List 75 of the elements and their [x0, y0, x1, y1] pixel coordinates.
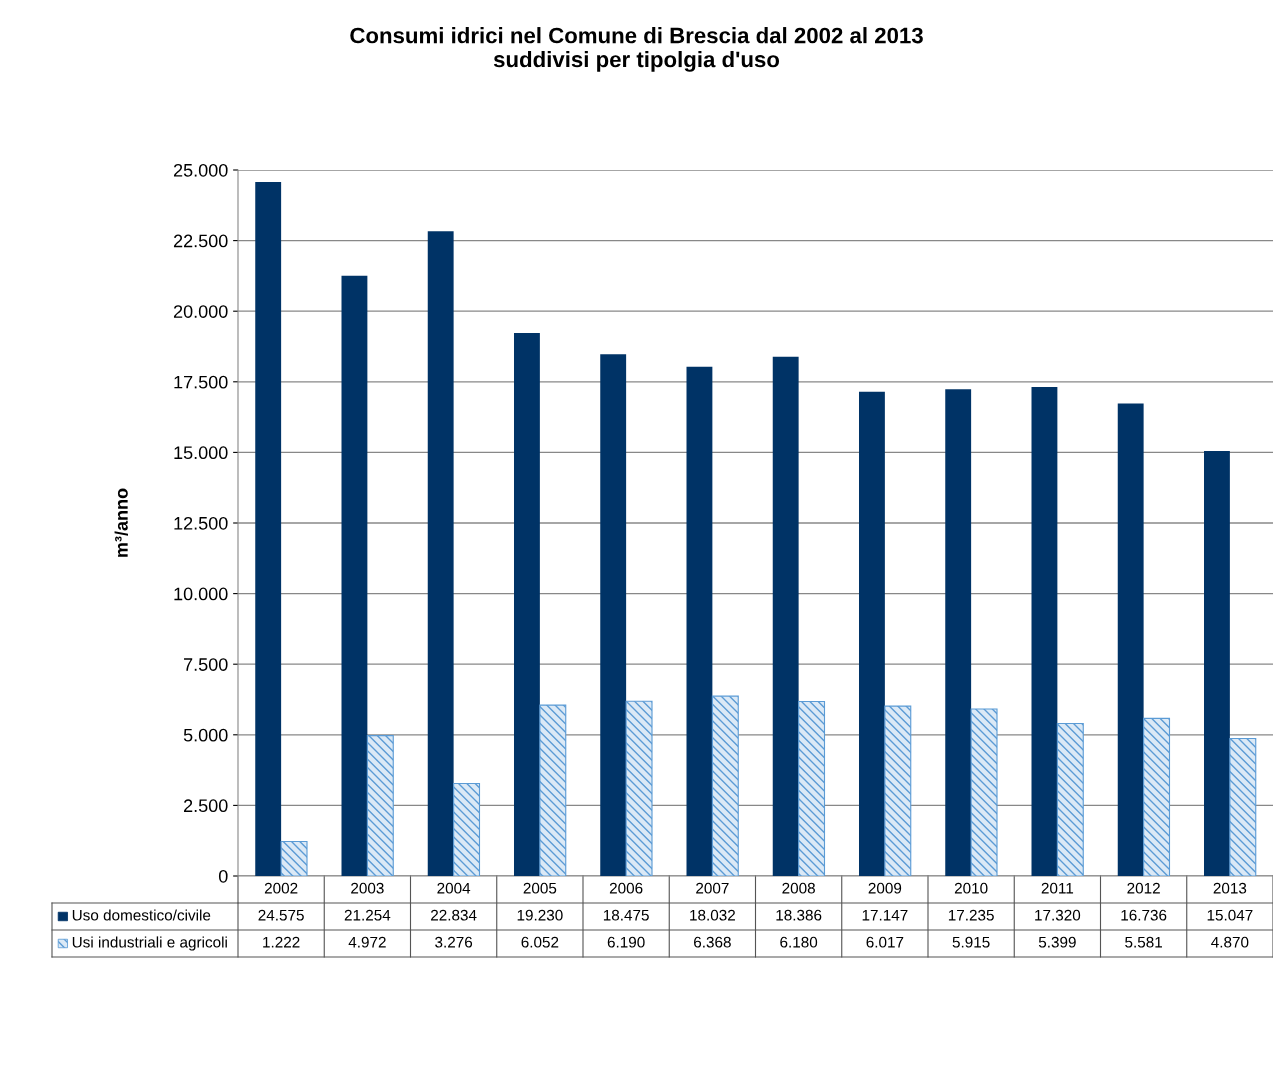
bar — [625, 700, 653, 876]
x-tick-label: 2008 — [782, 882, 815, 894]
bar — [514, 332, 540, 876]
data-label: 6.190 — [607, 936, 645, 948]
bar — [686, 366, 713, 876]
x-tick-label: 2011 — [1041, 882, 1074, 894]
bar — [600, 354, 627, 876]
y-tick-label: 22.500 — [173, 234, 228, 248]
bar — [970, 708, 998, 876]
data-label: 17.320 — [1035, 909, 1081, 921]
y-tick-label: 7.500 — [184, 658, 228, 671]
data-label: 5.915 — [952, 936, 990, 948]
bar — [1117, 403, 1144, 876]
x-tick-label: 2004 — [437, 882, 471, 894]
bar — [884, 705, 912, 876]
bar — [280, 840, 308, 876]
x-tick-label: 2006 — [609, 882, 643, 894]
bar — [711, 695, 739, 876]
data-label: 6.368 — [694, 936, 731, 948]
data-label: 18.386 — [776, 909, 822, 921]
data-label: 5.399 — [1038, 936, 1076, 948]
bar — [539, 704, 567, 876]
bar — [453, 782, 481, 876]
bar — [1229, 737, 1257, 876]
y-tick-label: 2.500 — [184, 799, 228, 813]
data-label: 22.834 — [431, 909, 477, 921]
bar — [859, 391, 885, 876]
bar — [1056, 722, 1084, 876]
y-tick-label: 25.000 — [173, 163, 228, 177]
y-tick-label: 17.500 — [174, 375, 228, 389]
legend-label: Uso domestico/civile — [72, 909, 211, 921]
x-tick-label: 2002 — [264, 882, 298, 894]
y-tick-label: 10.000 — [174, 587, 228, 601]
bar — [341, 275, 368, 876]
data-label: 6.180 — [780, 936, 818, 948]
data-label: 18.475 — [603, 909, 649, 921]
bar — [772, 356, 799, 876]
legend-label: Usi industriali e agricoli — [72, 936, 227, 951]
data-label: 15.047 — [1207, 909, 1253, 921]
data-label: 4.972 — [348, 936, 386, 948]
x-tick-label: 2013 — [1213, 882, 1247, 894]
data-label: 4.870 — [1211, 936, 1249, 948]
bar — [366, 735, 394, 876]
data-label: 5.581 — [1125, 936, 1162, 948]
bar — [1143, 717, 1171, 876]
y-axis-title: m³/anno — [114, 488, 129, 557]
bar — [798, 700, 826, 876]
data-label: 6.052 — [521, 936, 559, 948]
data-label: 16.736 — [1121, 909, 1167, 921]
data-label: 3.276 — [435, 936, 473, 948]
y-tick-label: 20.000 — [173, 305, 228, 318]
x-tick-label: 2009 — [868, 882, 902, 894]
data-label: 21.254 — [344, 909, 391, 921]
chart-title: Consumi idrici nel Comune di Brescia dal 2002 al 2013 suddivisi per tipolgia d'uso — [350, 27, 923, 72]
data-label: 6.017 — [866, 936, 904, 948]
data-label: 18.032 — [690, 909, 735, 921]
x-tick-label: 2005 — [523, 882, 557, 894]
x-tick-label: 2012 — [1127, 882, 1160, 894]
bar — [1204, 451, 1230, 876]
data-label: 17.235 — [948, 909, 994, 921]
bar — [255, 182, 282, 876]
x-tick-label: 2007 — [696, 882, 729, 894]
data-label: 19.230 — [517, 909, 563, 921]
y-tick-label: 0 — [218, 869, 228, 883]
bar — [945, 389, 972, 876]
x-tick-label: 2003 — [351, 882, 384, 894]
bar — [427, 231, 454, 876]
data-label: 24.575 — [258, 909, 304, 921]
data-label: 17.147 — [862, 909, 908, 921]
x-tick-label: 2010 — [954, 882, 988, 894]
y-tick-label: 12.500 — [174, 516, 228, 530]
data-label: 1.222 — [263, 936, 300, 948]
bar — [1031, 386, 1058, 876]
y-tick-label: 15.000 — [174, 446, 228, 460]
y-tick-label: 5.000 — [183, 728, 228, 742]
